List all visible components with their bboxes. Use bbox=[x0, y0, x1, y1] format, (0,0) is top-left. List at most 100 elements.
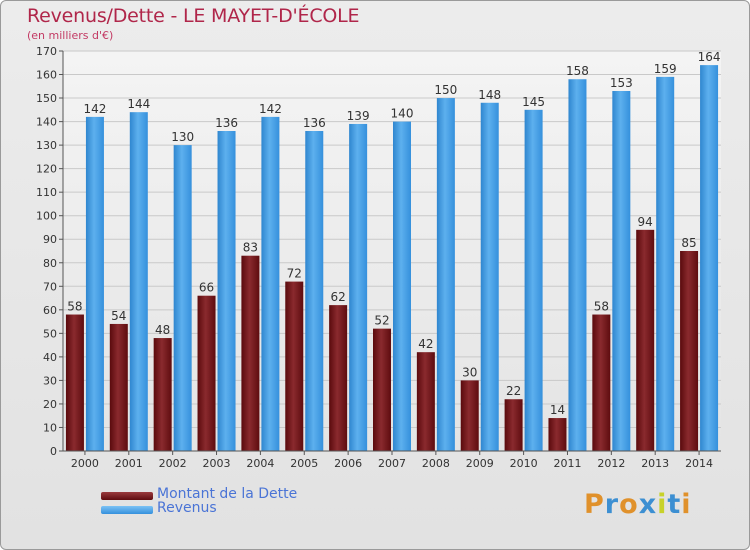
bar-dette-2014 bbox=[680, 251, 699, 451]
logo-letter: x bbox=[638, 489, 658, 520]
gridlines bbox=[63, 50, 721, 452]
y-tick-label: 170 bbox=[36, 45, 57, 58]
bar-dette-2007 bbox=[373, 328, 391, 451]
chart-subtitle: (en milliers d'€) bbox=[27, 29, 114, 42]
data-label-revenus-2009: 148 bbox=[478, 88, 501, 102]
data-label-revenus-2001: 144 bbox=[127, 97, 150, 111]
data-label-revenus-2004: 142 bbox=[259, 102, 282, 116]
logo-letter: o bbox=[619, 489, 639, 520]
data-label-dette-2014: 85 bbox=[681, 236, 696, 250]
y-tick-label: 130 bbox=[36, 139, 57, 152]
x-tick-label: 2004 bbox=[246, 457, 274, 470]
data-label-dette-2012: 58 bbox=[594, 300, 609, 314]
x-tick-label: 2005 bbox=[290, 457, 318, 470]
bar-revenus-2013 bbox=[656, 76, 675, 451]
data-label-dette-2001: 54 bbox=[111, 309, 126, 323]
x-tick-label: 2003 bbox=[203, 457, 231, 470]
x-tick-label: 2007 bbox=[378, 457, 406, 470]
y-tick-label: 160 bbox=[36, 69, 57, 82]
bar-revenus-2010 bbox=[524, 109, 543, 451]
y-tick-label: 20 bbox=[43, 398, 57, 411]
legend-label-dette: Montant de la Dette bbox=[157, 486, 298, 502]
y-tick-label: 110 bbox=[36, 186, 57, 199]
data-label-revenus-2012: 153 bbox=[610, 76, 633, 90]
data-label-revenus-2002: 130 bbox=[171, 130, 194, 144]
logo-letter: t bbox=[667, 489, 682, 520]
data-label-dette-2009: 30 bbox=[462, 365, 477, 379]
bar-dette-2003 bbox=[197, 295, 216, 451]
y-tick-label: 0 bbox=[50, 445, 57, 458]
logo-letter: P bbox=[584, 489, 605, 520]
data-label-revenus-2013: 159 bbox=[654, 62, 677, 76]
bar-revenus-2008 bbox=[436, 98, 455, 451]
data-label-dette-2011: 14 bbox=[550, 403, 565, 417]
y-tick-label: 50 bbox=[43, 327, 57, 340]
data-label-revenus-2011: 158 bbox=[566, 64, 589, 78]
x-tick-label: 2001 bbox=[115, 457, 143, 470]
bar-revenus-2004 bbox=[261, 116, 280, 451]
plot-area bbox=[63, 51, 721, 451]
data-label-dette-2002: 48 bbox=[155, 323, 170, 337]
bar-dette-2013 bbox=[636, 229, 655, 451]
data-labels: 58 142 54 144 48 130 66 136 83 142 72 136 62 139 52 140… bbox=[67, 50, 720, 417]
x-tick-label: 2000 bbox=[71, 457, 99, 470]
data-label-dette-2004: 83 bbox=[243, 241, 258, 255]
legend-swatch-revenus bbox=[101, 506, 153, 514]
x-tick-label: 2006 bbox=[334, 457, 362, 470]
x-tick-label: 2010 bbox=[510, 457, 538, 470]
bar-revenus-2007 bbox=[393, 121, 411, 452]
data-label-dette-2010: 22 bbox=[506, 384, 521, 398]
bar-dette-2005 bbox=[285, 281, 304, 451]
data-label-revenus-2005: 136 bbox=[303, 116, 326, 130]
plot-background bbox=[63, 51, 721, 451]
data-label-dette-2008: 42 bbox=[418, 337, 433, 351]
bar-revenus-2002 bbox=[173, 145, 192, 451]
data-label-revenus-2014: 164 bbox=[698, 50, 721, 64]
data-label-revenus-2007: 140 bbox=[391, 107, 414, 121]
bar-dette-2006 bbox=[329, 305, 348, 451]
bar-revenus-2011 bbox=[568, 79, 587, 451]
x-tick-label: 2009 bbox=[466, 457, 494, 470]
bar-revenus-2000 bbox=[85, 116, 104, 451]
data-label-dette-2007: 52 bbox=[374, 314, 389, 328]
bar-revenus-2003 bbox=[217, 131, 236, 451]
bar-revenus-2006 bbox=[349, 123, 368, 452]
bar-dette-2000 bbox=[65, 314, 84, 451]
bars bbox=[65, 65, 719, 452]
y-tick-label: 40 bbox=[43, 351, 57, 364]
x-tick-label: 2013 bbox=[641, 457, 669, 470]
logo-letter: i bbox=[681, 489, 692, 520]
chart-title: Revenus/Dette - LE MAYET-D'ÉCOLE bbox=[27, 5, 360, 27]
bar-dette-2004 bbox=[241, 255, 260, 451]
bar-dette-2009 bbox=[460, 380, 479, 451]
y-tick-label: 10 bbox=[43, 421, 57, 434]
y-axis-ticks: 0 10 20 30 40 50 60 70 80 90 100 110 120 130 140 150 160… bbox=[36, 45, 63, 458]
legend-swatch-dette bbox=[101, 492, 153, 500]
bar-dette-2012 bbox=[592, 314, 611, 451]
data-label-dette-2006: 62 bbox=[330, 290, 345, 304]
y-tick-label: 120 bbox=[36, 163, 57, 176]
proxiti-logo: Proxiti bbox=[584, 489, 692, 520]
bar-dette-2010 bbox=[504, 399, 523, 451]
data-label-dette-2013: 94 bbox=[638, 215, 653, 229]
data-label-revenus-2006: 139 bbox=[347, 109, 370, 123]
x-tick-label: 2002 bbox=[159, 457, 187, 470]
y-tick-label: 70 bbox=[43, 280, 57, 293]
bar-dette-2001 bbox=[109, 323, 128, 451]
y-tick-label: 150 bbox=[36, 92, 57, 105]
data-label-revenus-2003: 136 bbox=[215, 116, 238, 130]
logo-letter: i bbox=[657, 489, 668, 520]
x-axis-ticks: 2000 2001 2002 2003 2004 2005 2006 2007 2008 2009… bbox=[71, 451, 713, 470]
bar-revenus-2005 bbox=[305, 131, 324, 451]
y-tick-label: 90 bbox=[43, 233, 57, 246]
logo-letter: r bbox=[604, 489, 620, 520]
x-tick-label: 2008 bbox=[422, 457, 450, 470]
y-tick-label: 140 bbox=[36, 116, 57, 129]
x-tick-label: 2014 bbox=[685, 457, 713, 470]
y-tick-label: 30 bbox=[43, 374, 57, 387]
bar-dette-2002 bbox=[153, 338, 172, 451]
axes bbox=[62, 51, 721, 452]
data-label-revenus-2008: 150 bbox=[434, 83, 457, 97]
bar-revenus-2014 bbox=[700, 65, 719, 451]
